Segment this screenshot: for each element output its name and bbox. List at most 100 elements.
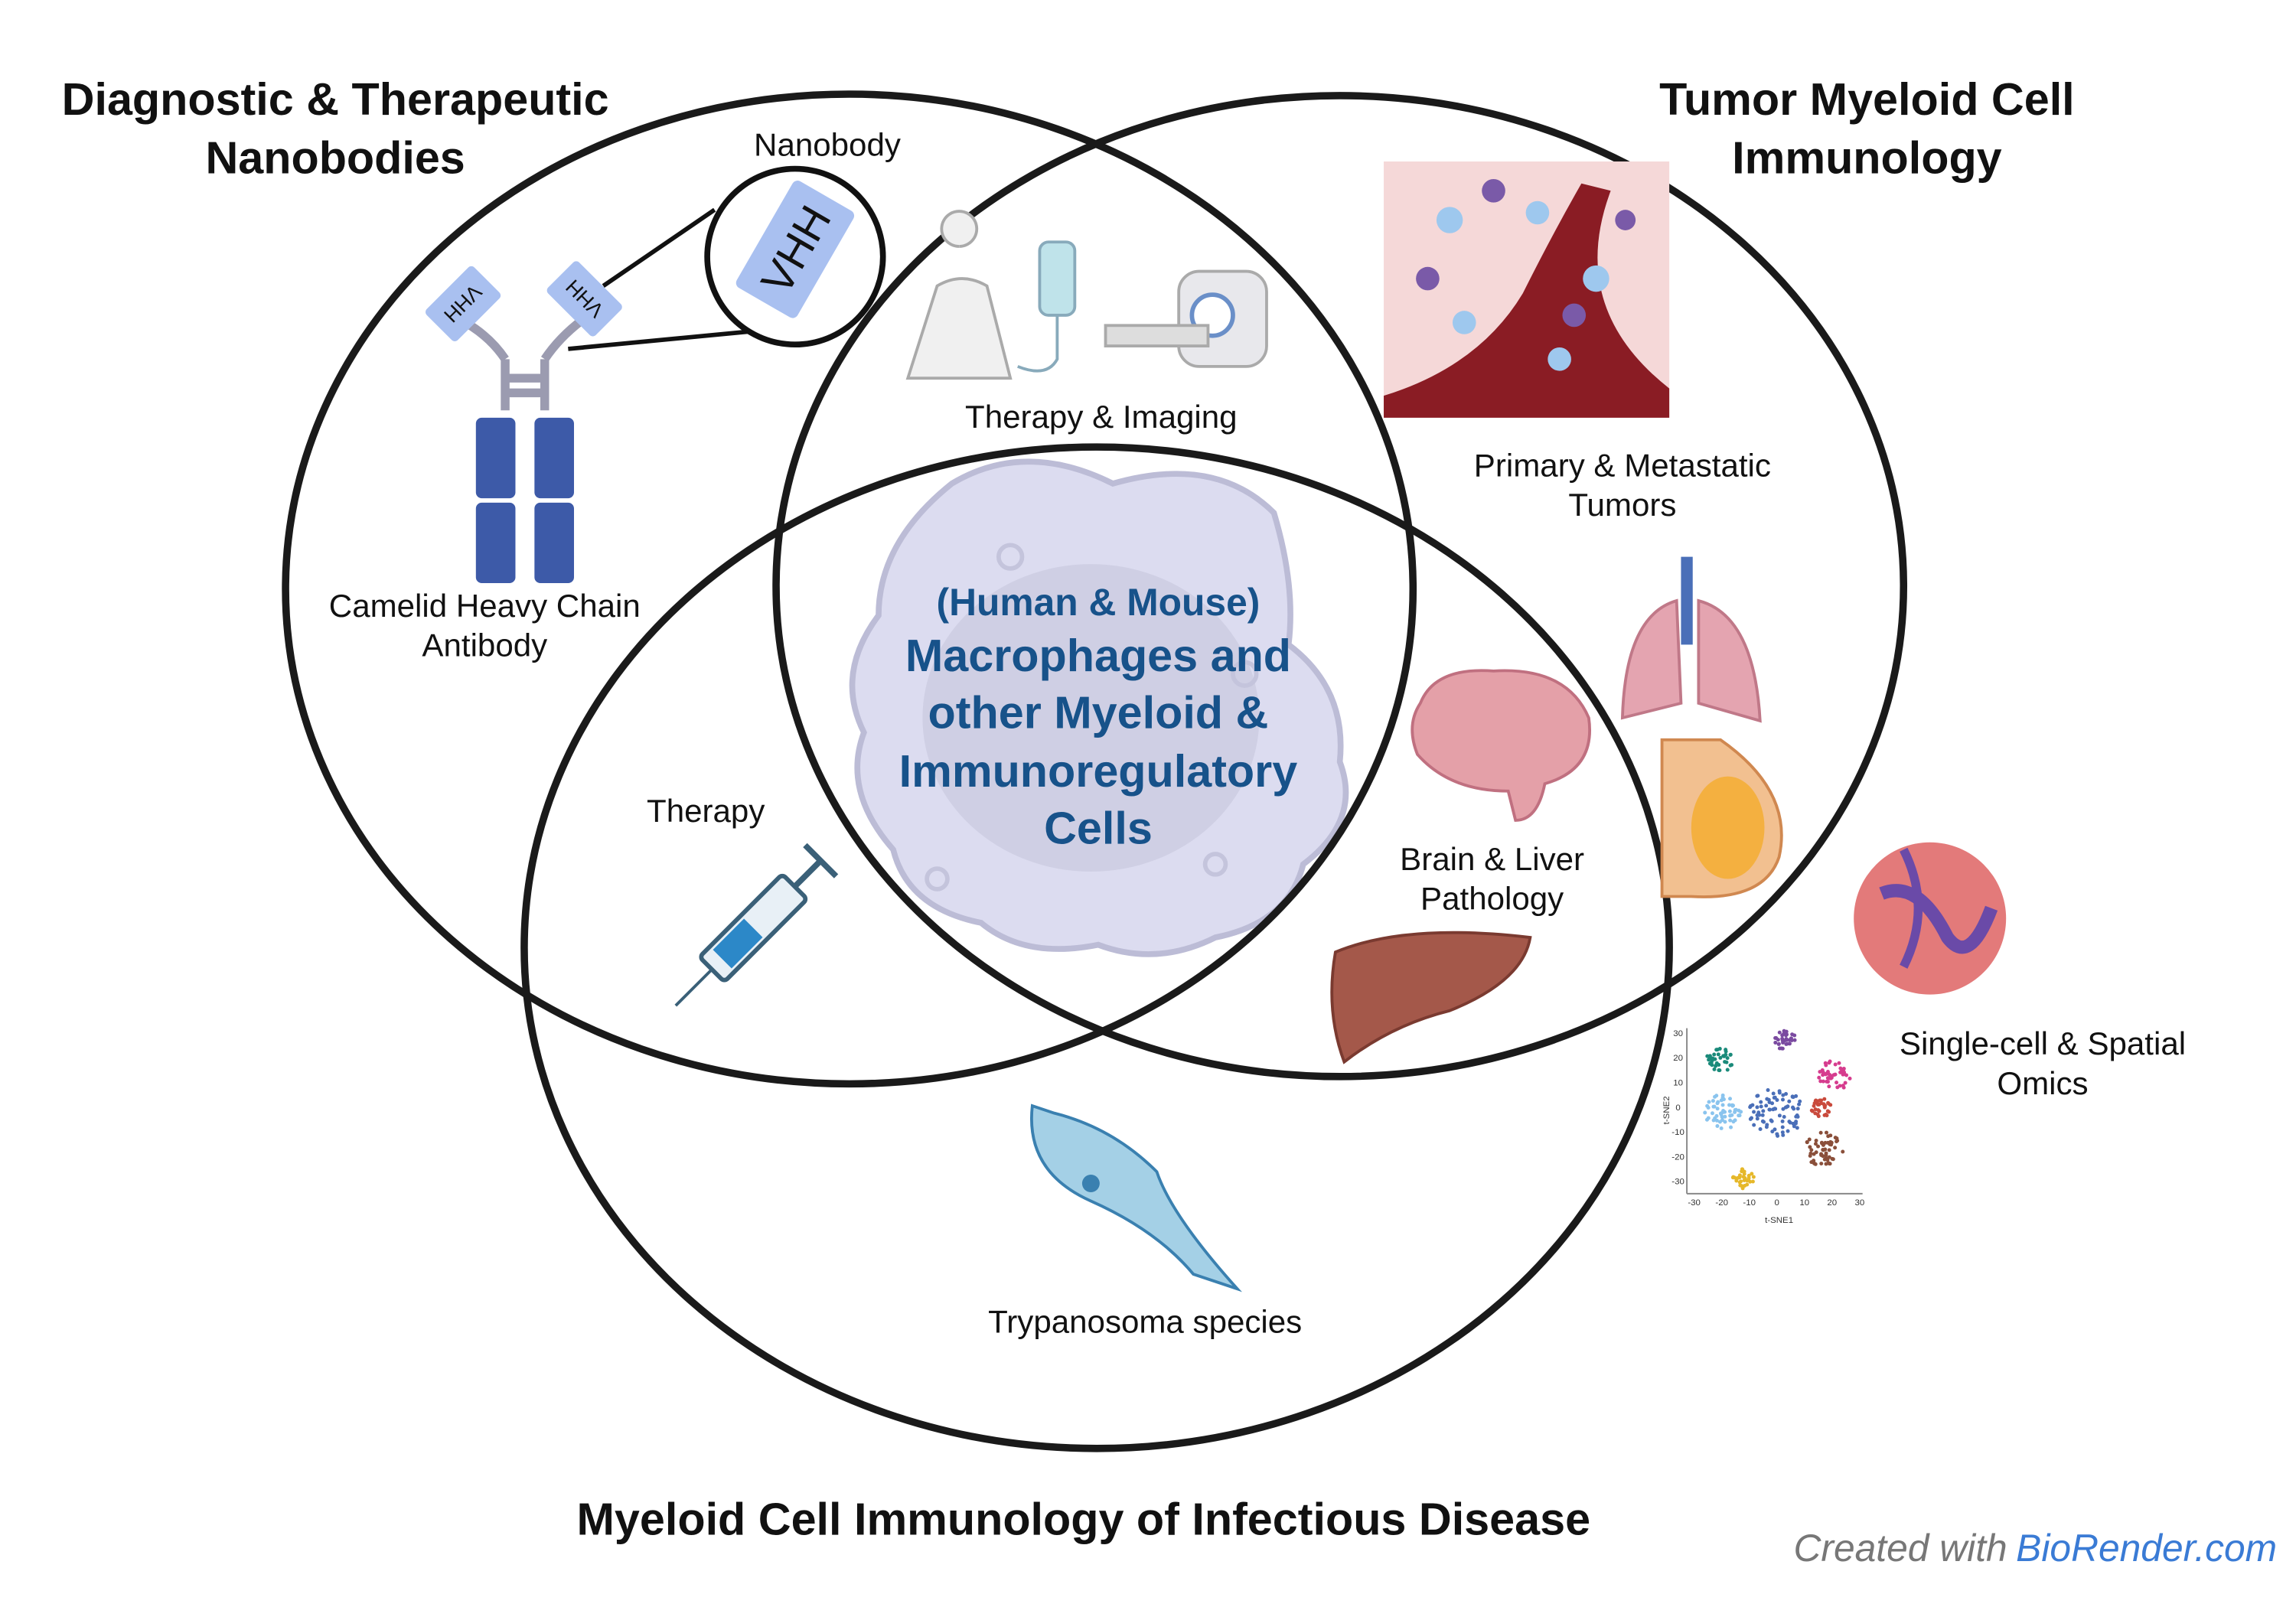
circle-nanobodies: [282, 90, 1417, 1088]
tsne-point: [1733, 1107, 1738, 1112]
tsne-point: [1827, 1155, 1831, 1159]
tsne-point: [1728, 1097, 1733, 1101]
tsne-point: [1764, 1103, 1769, 1108]
tsne-point: [1780, 1125, 1785, 1129]
tsne-point: [1783, 1105, 1788, 1110]
tsne-xtick: -10: [1743, 1198, 1756, 1208]
lungs-illustration: [1620, 556, 1762, 723]
tsne-point: [1760, 1113, 1765, 1117]
tsne-point: [1730, 1175, 1735, 1180]
tsne-point: [1809, 1148, 1814, 1152]
tsne-point: [1786, 1129, 1790, 1133]
tsne-point: [1719, 1126, 1724, 1130]
tsne-point: [1825, 1113, 1829, 1118]
tsne-point: [1787, 1099, 1792, 1103]
tsne-point: [1818, 1070, 1822, 1074]
tsne-point: [1731, 1103, 1735, 1108]
tsne-point: [1703, 1110, 1707, 1115]
title-bottom: Myeloid Cell Immunology of Infectious Di…: [577, 1494, 1591, 1545]
tsne-point: [1755, 1116, 1760, 1121]
tsne-point: [1715, 1101, 1720, 1106]
tsne-ylabel: t-SNE2: [1662, 1096, 1671, 1124]
credit-brand-link[interactable]: BioRender.com: [2016, 1527, 2277, 1570]
tsne-point: [1705, 1054, 1710, 1058]
tsne-point: [1838, 1070, 1843, 1074]
tsne-point: [1755, 1113, 1760, 1117]
tsne-point: [1816, 1108, 1821, 1113]
biorender-credit: Created with BioRender.com: [1794, 1527, 2278, 1570]
tsne-point: [1827, 1061, 1831, 1065]
tsne-xtick: 0: [1775, 1198, 1779, 1208]
label-brain-liver-line2: Pathology: [1420, 881, 1564, 917]
tsne-point: [1775, 1097, 1779, 1102]
tsne-point: [1814, 1139, 1818, 1143]
tsne-point: [1723, 1114, 1727, 1119]
tsne-point: [1781, 1093, 1786, 1097]
therapy-imaging-illustration: [905, 210, 1268, 380]
tsne-point: [1710, 1063, 1714, 1068]
tsne-point: [1805, 1140, 1809, 1144]
tsne-point: [1728, 1118, 1733, 1123]
liver-illustration: [1330, 931, 1532, 1064]
syringe-illustration: [674, 843, 839, 1007]
tsne-point: [1728, 1063, 1733, 1068]
tsne-point: [1818, 1130, 1823, 1135]
tsne-point: [1750, 1103, 1755, 1107]
label-trypanosoma: Trypanosoma species: [988, 1304, 1302, 1340]
center-title-line4: Immunoregulatory: [899, 745, 1298, 797]
label-tumors-line2: Tumors: [1568, 487, 1676, 523]
tsne-xtick: 10: [1799, 1198, 1809, 1208]
circle-infectious-disease: [520, 443, 1673, 1452]
tsne-point: [1808, 1145, 1812, 1149]
tsne-point: [1758, 1126, 1763, 1131]
tsne-point: [1727, 1103, 1732, 1107]
tsne-point: [1742, 1178, 1746, 1182]
tsne-point: [1827, 1110, 1831, 1114]
tsne-point: [1810, 1109, 1815, 1113]
label-therapy-imaging: Therapy & Imaging: [965, 399, 1238, 435]
tsne-point: [1725, 1056, 1730, 1061]
tsne-point: [1711, 1118, 1716, 1123]
tsne-point: [1720, 1103, 1725, 1107]
tsne-point: [1807, 1137, 1812, 1142]
tsne-point: [1715, 1124, 1720, 1128]
tsne-ytick: 30: [1673, 1029, 1683, 1038]
tsne-point: [1784, 1029, 1789, 1034]
tsne-point: [1737, 1113, 1742, 1118]
tsne-point: [1713, 1057, 1717, 1061]
label-brain-liver-line1: Brain & Liver: [1400, 841, 1584, 877]
tsne-point: [1729, 1125, 1733, 1129]
tsne-point: [1822, 1097, 1827, 1101]
tsne-point: [1798, 1099, 1802, 1103]
tsne-point: [1797, 1102, 1802, 1107]
tsne-point: [1837, 1061, 1841, 1065]
tsne-point: [1765, 1123, 1769, 1127]
tsne-point: [1704, 1117, 1709, 1122]
label-omics-line2: Omics: [1997, 1065, 2088, 1101]
tsne-point: [1713, 1094, 1717, 1099]
tsne-point: [1717, 1063, 1721, 1067]
tsne-ytick: 0: [1675, 1103, 1680, 1113]
tsne-point: [1771, 1107, 1776, 1112]
tsne-point: [1720, 1110, 1725, 1115]
title-right-line1: Tumor Myeloid Cell: [1659, 73, 2075, 125]
tsne-point: [1835, 1139, 1840, 1143]
tsne-point: [1756, 1110, 1761, 1115]
tsne-point: [1756, 1094, 1760, 1098]
tsne-point: [1712, 1052, 1717, 1057]
tsne-point: [1848, 1076, 1852, 1081]
tsne-xtick: 30: [1854, 1198, 1864, 1208]
trypanosoma-illustration: [1030, 1103, 1242, 1292]
tsne-point: [1826, 1101, 1831, 1106]
tsne-point: [1828, 1139, 1833, 1144]
tsne-point: [1819, 1098, 1824, 1103]
tsne-ytick: -30: [1671, 1178, 1684, 1187]
title-left-line1: Diagnostic & Therapeutic: [62, 73, 609, 125]
tsne-point: [1774, 1035, 1779, 1040]
tsne-point: [1769, 1119, 1774, 1123]
tsne-point: [1830, 1156, 1835, 1161]
title-right-line2: Immunology: [1732, 132, 2002, 183]
tsne-point: [1752, 1123, 1756, 1127]
tsne-point: [1817, 1102, 1821, 1107]
tsne-point: [1777, 1030, 1782, 1035]
